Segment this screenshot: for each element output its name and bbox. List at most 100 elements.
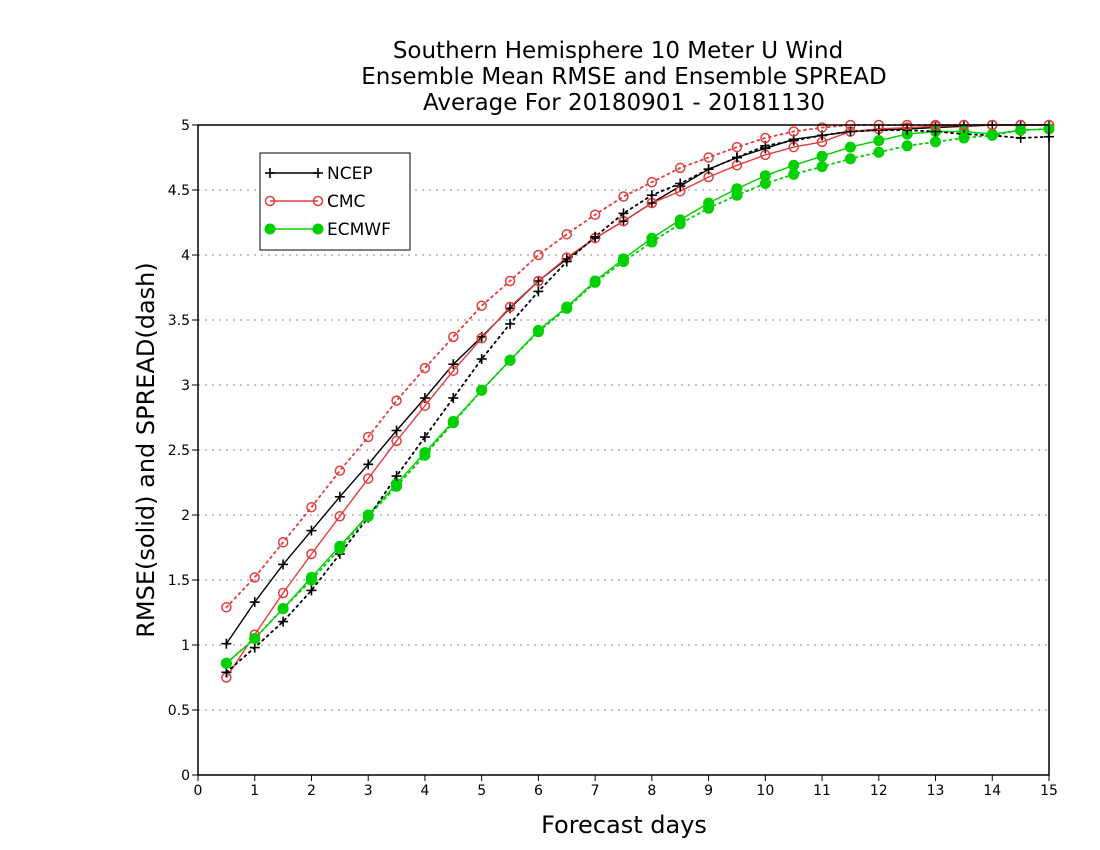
ecmwf-spread-point <box>1015 124 1027 136</box>
ecmwf-spread-point <box>249 633 261 644</box>
x-tick-label: 6 <box>534 783 543 799</box>
cmc-spread-point <box>476 300 487 311</box>
x-tick-label: 9 <box>704 783 713 799</box>
y-tick-label: 1.5 <box>168 573 190 589</box>
cmc-rmse-point <box>362 473 374 484</box>
ncep-spread-point <box>845 126 856 137</box>
cmc-spread-point <box>589 209 601 220</box>
gridlines <box>198 189 1049 711</box>
cmc-rmse-point <box>334 511 346 522</box>
ecmwf-spread-point <box>391 480 403 492</box>
cmc-spread-point <box>306 501 317 513</box>
ecmwf-spread-point <box>362 510 374 522</box>
ecmwf-spread-point <box>901 140 913 152</box>
legend-item-ncep: NCEP <box>265 164 373 184</box>
ecmwf-spread-point <box>759 178 771 189</box>
ecmwf-spread-point <box>334 543 346 555</box>
ecmwf-spread-point <box>958 132 970 144</box>
ecmwf-spread-point <box>220 657 232 669</box>
cmc-spread-point <box>788 126 799 137</box>
x-tick-label: 0 <box>194 783 203 799</box>
x-tick-label: 15 <box>1040 783 1058 799</box>
ncep-spread-point <box>788 135 799 146</box>
y-tick-label: 3 <box>181 378 190 394</box>
ecmwf-spread-point <box>419 449 431 461</box>
ecmwf-spread-point <box>532 326 544 338</box>
x-tick-label: 14 <box>983 783 1001 799</box>
ncep-spread-point <box>646 190 657 201</box>
cmc-spread-point <box>504 275 516 287</box>
ecmwf-spread-point <box>930 136 942 148</box>
legend-item-cmc: CMC <box>264 192 365 212</box>
legend-label: NCEP <box>327 164 373 184</box>
x-axis-label: Forecast days <box>541 811 707 839</box>
cmc-spread-point <box>249 572 260 583</box>
ncep-spread-point <box>930 126 941 137</box>
legend-marker <box>312 223 324 235</box>
ecmwf-spread-point <box>674 218 686 230</box>
ncep-spread-point <box>590 231 601 242</box>
y-tick-label: 2 <box>181 508 190 524</box>
cmc-spread-point <box>816 122 828 133</box>
cmc-spread-point <box>674 162 686 174</box>
ecmwf-spread-point <box>589 276 601 288</box>
ncep-rmse-point <box>363 459 374 470</box>
legend: NCEP CMC ECMWF <box>259 152 411 251</box>
ncep-spread-point <box>505 318 516 329</box>
ncep-spread-point <box>391 471 402 481</box>
cmc-spread-point <box>561 228 573 240</box>
ncep-rmse-point <box>448 359 459 370</box>
x-axis-ticks: 0 1 2 3 4 5 6 7 8 9 10 11 12 13 14 15 <box>194 775 1058 799</box>
title-line-3: Average For 20180901 - 20181130 <box>423 90 825 116</box>
ncep-spread-point <box>278 616 289 627</box>
y-axis-ticks: 0 0.5 1 1.5 2 2.5 3 3.5 4 4.5 5 <box>168 118 198 784</box>
ecmwf-spread-line <box>225 127 1050 665</box>
y-tick-label: 5 <box>181 118 190 134</box>
ecmwf-spread-point <box>618 256 629 267</box>
ncep-rmse-point <box>249 597 260 608</box>
title-line-1: Southern Hemisphere 10 Meter U Wind <box>393 38 843 64</box>
x-tick-label: 2 <box>307 783 316 799</box>
y-axis-label: RMSE(solid) and SPREAD(dash) <box>132 262 160 638</box>
ncep-rmse-point <box>391 425 402 436</box>
x-tick-label: 10 <box>756 783 774 799</box>
ecmwf-spread-point <box>504 354 516 366</box>
cmc-rmse-point <box>504 301 516 313</box>
y-tick-label: 0.5 <box>168 703 190 719</box>
x-tick-label: 12 <box>870 783 888 799</box>
cmc-rmse-point <box>306 548 317 560</box>
ecmwf-spread-point <box>277 603 289 615</box>
chart-title: Southern Hemisphere 10 Meter U Wind Ense… <box>361 38 886 116</box>
legend-item-ecmwf: ECMWF <box>264 220 391 240</box>
ecmwf-spread-point <box>447 417 459 429</box>
legend-marker <box>312 195 324 207</box>
cmc-spread-point <box>703 152 714 163</box>
y-tick-label: 4.5 <box>168 183 190 199</box>
cmc-rmse-point <box>419 400 431 412</box>
ncep-spread-point <box>306 585 317 596</box>
cmc-rmse-point <box>391 435 402 447</box>
ecmwf-spread-point <box>476 384 488 396</box>
ncep-rmse-point <box>334 491 345 502</box>
ecmwf-spread-point <box>731 189 743 201</box>
legend-marker <box>265 168 275 178</box>
cmc-spread-point <box>419 362 431 374</box>
ncep-rmse-point <box>278 559 289 570</box>
ncep-spread-point <box>249 642 260 653</box>
cmc-spread-point <box>760 132 771 144</box>
ncep-spread-point <box>675 178 686 189</box>
ncep-spread-point <box>476 354 487 364</box>
cmc-spread-point <box>391 395 402 406</box>
ecmwf-spread-point <box>703 202 715 214</box>
legend-label: CMC <box>327 192 365 212</box>
ncep-spread-point <box>561 256 572 267</box>
legend-marker <box>313 168 323 178</box>
cmc-spread-point <box>731 141 743 153</box>
y-tick-label: 4 <box>181 248 190 264</box>
ncep-spread-point <box>731 152 742 163</box>
cmc-spread-point <box>277 537 289 548</box>
cmc-spread-point <box>646 176 658 188</box>
ecmwf-spread-point <box>844 153 856 165</box>
x-tick-label: 11 <box>813 783 831 799</box>
